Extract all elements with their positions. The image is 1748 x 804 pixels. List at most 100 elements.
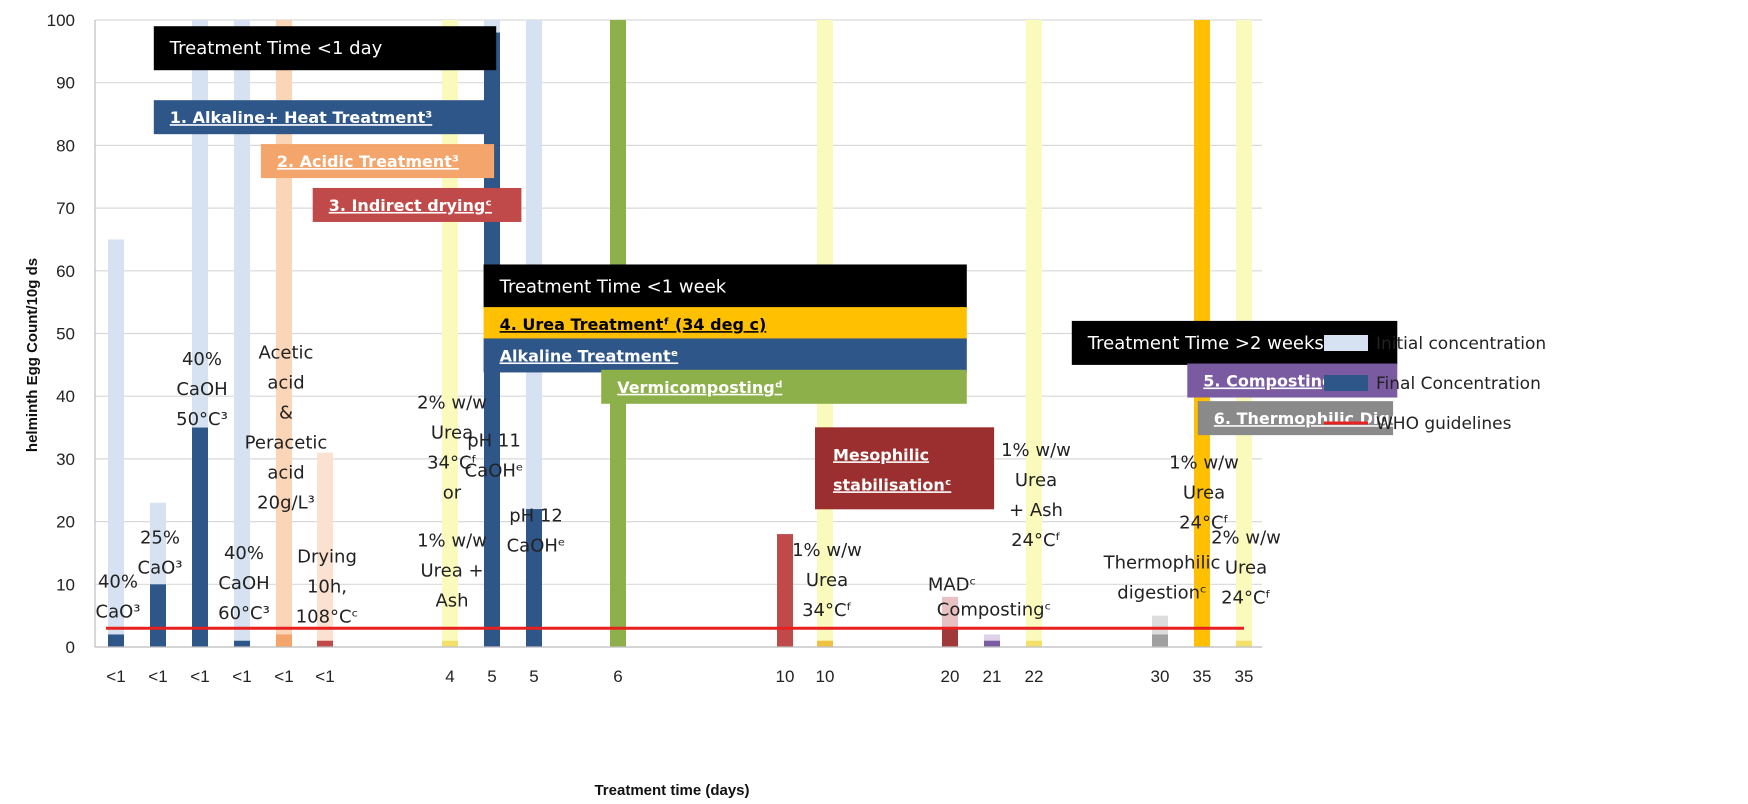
annotation-line: 1% w/w bbox=[417, 531, 487, 552]
y-tick-label: 30 bbox=[56, 450, 75, 469]
label-box bbox=[1197, 401, 1394, 436]
bar-final bbox=[276, 634, 292, 647]
x-tick-label: 5 bbox=[487, 667, 496, 686]
annotation: 40% CaOH 60°C³ bbox=[218, 543, 270, 624]
label-boxes: Treatment Time <1 day 1. Alkaline+ Heat T… bbox=[153, 26, 1453, 510]
annotation: 1% w/w Urea 34°Cᶠ bbox=[792, 540, 862, 621]
annotation-line: 40% bbox=[224, 543, 264, 564]
label-box bbox=[312, 187, 522, 222]
bar-final bbox=[1152, 634, 1168, 647]
annotation-line: Peracetic bbox=[245, 433, 328, 454]
annotation: Compostingᶜ bbox=[937, 600, 1052, 621]
annotation-line: 108°Cᶜ bbox=[296, 606, 359, 627]
legend: Initial concentration Final Concentration… bbox=[1324, 334, 1546, 434]
y-tick-label: 20 bbox=[56, 513, 75, 532]
y-tick-label: 70 bbox=[56, 199, 75, 218]
x-tick-label: 4 bbox=[445, 667, 454, 686]
annotation-line: CaO³ bbox=[138, 558, 183, 579]
annotation-line: 20g/L³ bbox=[257, 493, 315, 514]
x-tick-label: 35 bbox=[1235, 667, 1254, 686]
bar-final bbox=[1026, 640, 1042, 647]
annotation: 40% CaO³ bbox=[96, 571, 141, 622]
annotation: 40% CaOH 50°C³ bbox=[176, 349, 228, 430]
annotation-line: Urea bbox=[806, 570, 848, 591]
x-axis-title: Treatment time (days) bbox=[594, 782, 749, 799]
annotation: 1% w/w Urea 24°Cᶠ bbox=[1169, 452, 1239, 533]
annotation-line: Ash bbox=[435, 591, 468, 612]
bar-final bbox=[234, 640, 250, 647]
annotation-line: Compostingᶜ bbox=[937, 600, 1052, 621]
annotation-line: 40% bbox=[182, 349, 222, 370]
y-tick-label: 80 bbox=[56, 136, 75, 155]
annotation-line: CaOHᵉ bbox=[465, 460, 524, 481]
bar-final bbox=[317, 640, 333, 647]
bar-final bbox=[192, 427, 208, 647]
annotation-line: 24°Cᶠ bbox=[1221, 588, 1271, 609]
annotation-line: pH 11 bbox=[467, 430, 521, 451]
annotation-line: digestionᶜ bbox=[1117, 583, 1206, 604]
label-box bbox=[260, 144, 495, 179]
annotation-line: 2% w/w bbox=[417, 393, 487, 414]
x-tick-label: <1 bbox=[232, 667, 251, 686]
annotation: Thermophilic digestionᶜ bbox=[1103, 553, 1221, 604]
label-box-text: 5. Compostingᶜ bbox=[1203, 372, 1340, 391]
annotation: pH 12 CaOHᵉ bbox=[507, 506, 566, 557]
bar-initial bbox=[317, 452, 333, 647]
annotation-line: 25% bbox=[140, 528, 180, 549]
x-tick-label: 20 bbox=[941, 667, 960, 686]
bar-initial bbox=[234, 20, 250, 647]
bar-initial bbox=[1026, 20, 1042, 647]
label-box-text: 6. Thermophilic Digestionᶜ bbox=[1214, 409, 1453, 428]
annotation-line: 40% bbox=[98, 571, 138, 592]
annotation: 25% CaO³ bbox=[138, 528, 183, 579]
annotation-line: 34°Cᶠ bbox=[802, 600, 852, 621]
label-box-text: Mesophilic bbox=[833, 445, 929, 464]
x-tick-label: 22 bbox=[1025, 667, 1044, 686]
label-box bbox=[601, 369, 967, 404]
bar-final bbox=[442, 640, 458, 647]
annotation-line: Urea bbox=[1015, 470, 1057, 491]
y-axis-title: helminth Egg Count/10g ds bbox=[24, 258, 41, 452]
annotation: MADᶜ bbox=[928, 575, 976, 596]
label-box-text: Vermicompostingᵈ bbox=[617, 378, 782, 397]
legend-label: WHO guidelines bbox=[1376, 414, 1512, 434]
annotation-line: & bbox=[279, 403, 293, 424]
axes: 0 10 20 30 40 50 60 70 80 90 100 <1 <1 <1 <1 <1 <1 4 5 5 6 10… bbox=[47, 11, 1262, 686]
y-tick-label: 0 bbox=[66, 638, 75, 657]
annotation: 2% w/w Urea 34°Cᶠ or bbox=[417, 393, 487, 504]
annotation: Drying 10h, 108°Cᶜ bbox=[296, 546, 359, 627]
annotation-line: Drying bbox=[297, 546, 357, 567]
legend-label: Final Concentration bbox=[1376, 374, 1541, 394]
x-tick-label: 10 bbox=[776, 667, 795, 686]
x-tick-label: 10 bbox=[816, 667, 835, 686]
label-box bbox=[483, 264, 967, 309]
annotation-line: Urea bbox=[431, 423, 473, 444]
y-tick-label: 10 bbox=[56, 575, 75, 594]
label-box bbox=[815, 427, 995, 510]
annotation-line: Urea + bbox=[420, 561, 483, 582]
legend-swatch bbox=[1324, 375, 1368, 391]
annotation-line: pH 12 bbox=[509, 506, 563, 527]
bar-final bbox=[526, 509, 542, 647]
bar-final bbox=[1236, 640, 1252, 647]
annotation-line: 1% w/w bbox=[792, 540, 862, 561]
annotation-line: CaOH bbox=[218, 573, 269, 594]
label-box-text: Treatment Time <1 week bbox=[499, 276, 727, 297]
x-tick-label: 35 bbox=[1193, 667, 1212, 686]
annotation-line: 10h, bbox=[307, 576, 347, 597]
annotation-line: Acetic bbox=[259, 343, 314, 364]
annotation-line: 24°Cᶠ bbox=[1179, 512, 1229, 533]
bar-final bbox=[984, 640, 1000, 647]
legend-label: Initial concentration bbox=[1376, 334, 1546, 354]
label-box bbox=[153, 26, 497, 71]
label-box-text: 4. Urea Treatmentᶠ (34 deg c) bbox=[500, 315, 767, 334]
label-box-text: 1. Alkaline+ Heat Treatment³ bbox=[170, 108, 432, 127]
label-box bbox=[153, 100, 497, 135]
annotation-line: acid bbox=[267, 463, 304, 484]
annotation-line: CaOHᵉ bbox=[507, 536, 566, 557]
label-box-text: Alkaline Treatmentᵉ bbox=[500, 346, 679, 365]
annotation-line: CaOH bbox=[176, 379, 227, 400]
annotation-line: CaO³ bbox=[96, 601, 141, 622]
